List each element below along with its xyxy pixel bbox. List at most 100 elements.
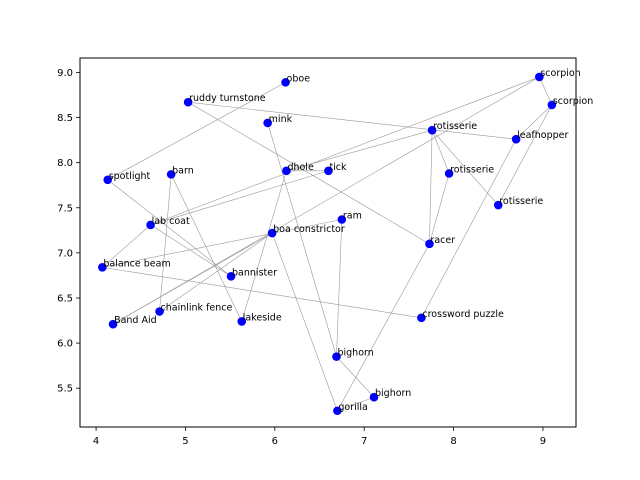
data-point (425, 239, 434, 249)
data-point (282, 166, 291, 176)
connection-line (497, 104, 553, 206)
point-label: racer (430, 235, 455, 246)
point-label: Band Aid (114, 315, 157, 326)
y-tick-label: 8.5 (57, 113, 73, 124)
point-label: tick (329, 162, 347, 173)
data-point (333, 406, 342, 416)
connection-line (102, 267, 422, 319)
connection-line (187, 101, 430, 245)
point-label: oboe (287, 73, 311, 84)
data-point (103, 175, 113, 185)
y-tick-label: 5.5 (57, 384, 73, 395)
y-tick-label: 6.5 (57, 293, 73, 304)
x-tick-label: 9 (540, 436, 546, 447)
point-label: ruddy turnstone (189, 93, 266, 104)
connection-line (159, 174, 172, 312)
point-label: scorpion (553, 96, 593, 107)
connection-line (112, 232, 273, 325)
data-point (547, 100, 557, 110)
data-point (417, 313, 426, 323)
point-label: lab coat (152, 216, 190, 227)
data-points (98, 72, 557, 416)
point-label: leafhopper (517, 130, 568, 141)
point-label: lakeside (243, 312, 282, 323)
y-tick-label: 8.0 (57, 158, 73, 169)
y-tick-label: 9.0 (57, 68, 73, 79)
connection-line (337, 243, 430, 411)
connection-line (337, 396, 375, 412)
connection-line (112, 76, 540, 325)
data-point (535, 72, 544, 82)
point-label: bighorn (337, 348, 373, 359)
plot-area-frame (79, 57, 577, 428)
y-tick-label: 6.0 (57, 339, 73, 350)
point-label: boa constrictor (273, 224, 345, 235)
point-label: rotisserie (433, 121, 477, 132)
connection-line (431, 129, 499, 206)
data-point (98, 263, 107, 272)
point-label: mink (269, 114, 293, 125)
connection-line (102, 219, 342, 268)
data-point (226, 272, 236, 281)
point-label: spotlight (109, 171, 151, 182)
data-point (267, 228, 277, 238)
connection-line (150, 170, 329, 226)
connection-line (515, 104, 553, 140)
data-point (263, 118, 272, 128)
connection-line (539, 76, 553, 106)
y-tick-label: 7.0 (57, 248, 73, 259)
data-point (155, 307, 164, 316)
x-tick-label: 4 (93, 436, 99, 447)
axis-ticks: 4 5 6 7 8 9 5.5 6.0 6.5 7.0 7.5 8.0 8.5 9.0 (57, 68, 546, 447)
connection-line (336, 219, 343, 357)
point-label: rotisserie (499, 196, 543, 207)
data-point (493, 200, 503, 210)
data-point (281, 78, 290, 87)
point-label: balance beam (103, 258, 170, 269)
data-point (427, 125, 437, 135)
x-tick-label: 6 (272, 436, 278, 447)
data-point (183, 97, 193, 107)
point-label: crossword puzzle (422, 309, 504, 320)
point-label: ram (343, 210, 362, 221)
point-label: chainlink fence (161, 303, 233, 314)
data-point (108, 319, 118, 329)
connection-line (188, 101, 517, 140)
point-label: bighorn (375, 388, 411, 399)
point-label: rotisserie (450, 164, 494, 175)
connection-line (271, 232, 338, 411)
connection-lines (102, 76, 553, 412)
connection-line (150, 76, 540, 226)
point-label: dhole (287, 162, 314, 173)
point-label: gorilla (338, 402, 368, 413)
data-point (332, 352, 341, 361)
data-point (444, 169, 454, 178)
connection-line (431, 130, 450, 174)
connection-line (107, 179, 232, 277)
connection-line (102, 224, 151, 268)
data-point (237, 317, 247, 326)
connection-line (159, 232, 273, 312)
x-tick-label: 8 (450, 436, 456, 447)
connection-line (150, 224, 232, 277)
x-tick-label: 7 (361, 436, 367, 447)
connection-line (429, 130, 433, 244)
connection-line (429, 173, 450, 244)
connection-line (336, 356, 375, 398)
data-point (166, 170, 176, 179)
data-point (511, 134, 521, 144)
y-tick-label: 7.5 (57, 203, 73, 214)
connection-line (421, 139, 517, 318)
data-point (337, 215, 347, 224)
connection-line (267, 122, 337, 357)
data-point (324, 166, 333, 176)
connection-line (170, 174, 243, 322)
connection-line (286, 129, 433, 172)
point-label: bannister (232, 267, 277, 278)
data-point (369, 392, 379, 402)
connection-line (107, 82, 286, 181)
data-point (146, 220, 155, 230)
x-tick-label: 5 (182, 436, 188, 447)
